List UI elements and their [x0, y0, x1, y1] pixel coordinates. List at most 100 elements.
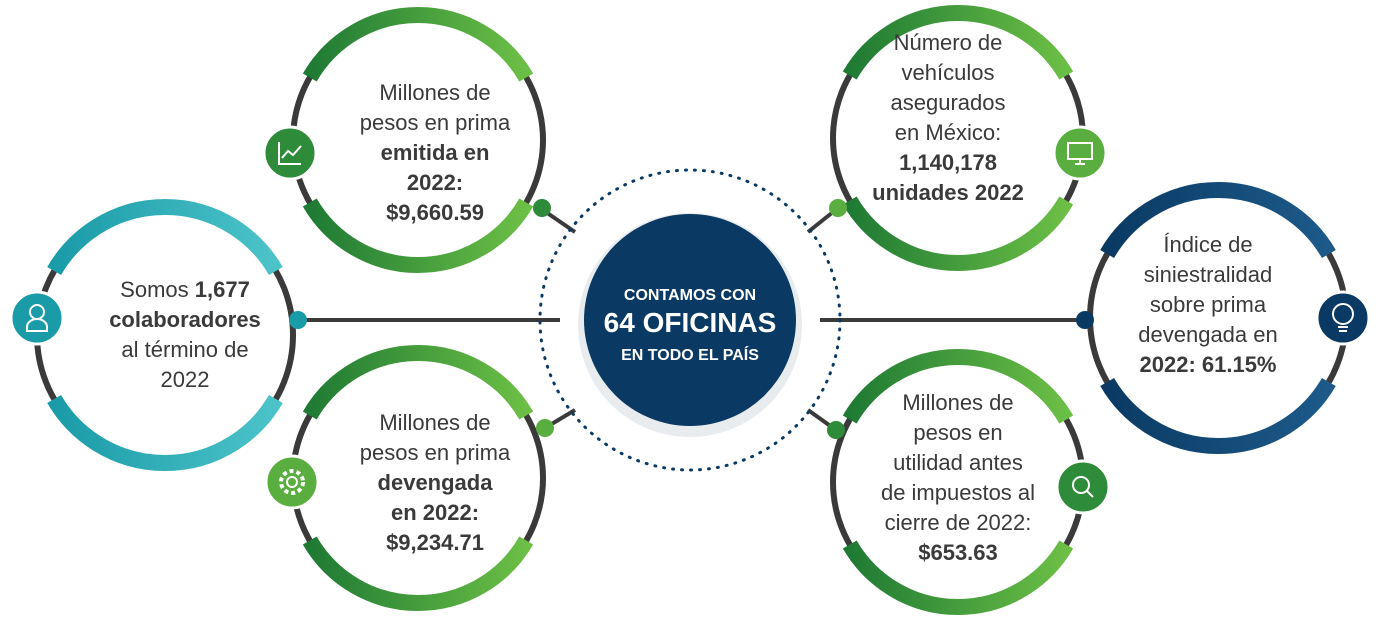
node-text: Número de — [894, 30, 1003, 55]
node-text: al término de — [121, 337, 248, 362]
text-part: 1,140,178 — [899, 150, 997, 175]
node-text: 2022 — [161, 367, 210, 392]
node-text: unidades 2022 — [872, 180, 1024, 205]
node-text: devengada en — [1138, 322, 1277, 347]
node-text: 1,140,178 — [899, 150, 997, 175]
layout: CONTAMOS CON 64 OFICINAS EN TODO EL PAÍS — [295, 168, 1088, 472]
text-part: emitida en — [381, 140, 490, 165]
text-part: Índice de — [1163, 232, 1252, 257]
text-part: unidades 2022 — [872, 180, 1024, 205]
text-part: $9,660.59 — [386, 200, 484, 225]
node-text: vehículos — [902, 60, 995, 85]
text-part: siniestralidad — [1144, 262, 1272, 287]
node-text: siniestralidad — [1144, 262, 1272, 287]
node-text: en México: — [895, 120, 1001, 145]
text-part: pesos en prima — [360, 440, 511, 465]
icon — [278, 142, 302, 165]
ring-arc — [302, 198, 534, 273]
connector-dot — [829, 199, 847, 217]
text-part: en 2022: — [391, 500, 479, 525]
node-text: utilidad antes — [893, 450, 1023, 475]
text-part: Millones de — [379, 80, 490, 105]
node-text: de impuestos al — [881, 480, 1035, 505]
text-part: $9,234.71 — [386, 530, 484, 555]
node-text: $9,234.71 — [386, 530, 484, 555]
node-text: Índice de — [1163, 232, 1252, 257]
node-text: cierre de 2022: — [885, 510, 1032, 535]
connector-dot — [827, 421, 845, 439]
node-text: asegurados — [891, 90, 1006, 115]
center-line: EN TODO EL PAÍS — [621, 345, 759, 364]
connector-dot — [289, 311, 307, 329]
icon — [1067, 142, 1093, 165]
center-line: CONTAMOS CON — [624, 287, 756, 304]
ring-arc — [47, 199, 283, 276]
ring-arc — [842, 540, 1074, 615]
text-part: cierre de 2022: — [885, 510, 1032, 535]
node-text: pesos en prima — [360, 440, 511, 465]
text-part: colaboradores — [109, 307, 261, 332]
icon-badge — [264, 454, 320, 510]
node-text: Millones de — [379, 410, 490, 435]
icon-badge — [1052, 125, 1108, 181]
center-circle — [584, 214, 796, 426]
icon — [286, 476, 298, 488]
text-part: Somos — [120, 277, 195, 302]
icon — [1332, 303, 1354, 325]
icon — [26, 318, 48, 332]
icon-badge — [1315, 290, 1371, 346]
text-part: asegurados — [891, 90, 1006, 115]
connector-dot — [536, 419, 554, 437]
text-part: pesos en — [913, 420, 1002, 445]
icon-badge — [1055, 459, 1111, 515]
icon — [1086, 490, 1094, 498]
text-part: 1,677 — [195, 277, 250, 302]
node-text: 2022: — [407, 170, 463, 195]
icon — [279, 469, 305, 495]
ring-arc — [302, 7, 534, 82]
text-part: devengada — [378, 470, 494, 495]
ring-arc — [302, 536, 534, 611]
text-part: de impuestos al — [881, 480, 1035, 505]
node-text: Somos 1,677 — [120, 277, 250, 302]
text-part: vehículos — [902, 60, 995, 85]
node-text: pesos en prima — [360, 110, 511, 135]
ring-arc — [842, 5, 1074, 80]
center-line: 64 OFICINAS — [604, 307, 777, 338]
ring-arc — [47, 394, 283, 471]
node-text: colaboradores — [109, 307, 261, 332]
node-text: $653.63 — [918, 540, 998, 565]
icon — [1338, 326, 1348, 332]
node-text: $9,660.59 — [386, 200, 484, 225]
node-text: Millones de — [902, 390, 1013, 415]
text-part: sobre prima — [1150, 292, 1267, 317]
ring-arc — [1100, 377, 1336, 454]
text-part: $653.63 — [918, 540, 998, 565]
text-part: pesos en prima — [360, 110, 511, 135]
connector-dot — [1076, 311, 1094, 329]
node-text: en 2022: — [391, 500, 479, 525]
ring-arc — [302, 345, 534, 420]
text-part: 2022 — [161, 367, 210, 392]
text-part: Número de — [894, 30, 1003, 55]
text-part: Millones de — [379, 410, 490, 435]
node-text: devengada — [378, 470, 494, 495]
node-text: pesos en — [913, 420, 1002, 445]
connector-dot — [533, 199, 551, 217]
node-text: emitida en — [381, 140, 490, 165]
dotted-ring — [538, 168, 842, 472]
text-part: utilidad antes — [893, 450, 1023, 475]
text-part: 2022: 61.15% — [1140, 352, 1277, 377]
text-part: 2022: — [407, 170, 463, 195]
ring-arc — [842, 196, 1074, 271]
text-part: al término de — [121, 337, 248, 362]
text-part: Millones de — [902, 390, 1013, 415]
icon — [1072, 476, 1090, 494]
node-text: 2022: 61.15% — [1140, 352, 1277, 377]
node-text: sobre prima — [1150, 292, 1267, 317]
node-text: Millones de — [379, 80, 490, 105]
text-part: devengada en — [1138, 322, 1277, 347]
ring-arc — [1100, 182, 1336, 259]
ring-arc — [842, 349, 1074, 424]
